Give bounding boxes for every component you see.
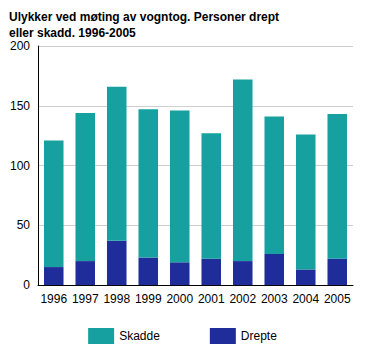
svg-text:1997: 1997 — [72, 292, 99, 306]
svg-text:1999: 1999 — [135, 292, 162, 306]
svg-text:2000: 2000 — [166, 292, 193, 306]
svg-text:100: 100 — [10, 159, 30, 173]
svg-text:200: 200 — [10, 39, 30, 53]
svg-text:50: 50 — [17, 218, 31, 232]
svg-text:150: 150 — [10, 99, 30, 113]
svg-text:1998: 1998 — [103, 292, 130, 306]
svg-text:1996: 1996 — [40, 292, 67, 306]
svg-text:2004: 2004 — [292, 292, 319, 306]
svg-text:2002: 2002 — [229, 292, 256, 306]
svg-text:2001: 2001 — [198, 292, 225, 306]
svg-text:eller skadd. 1996-2005: eller skadd. 1996-2005 — [9, 26, 136, 40]
svg-text:Drepte: Drepte — [241, 329, 277, 343]
svg-text:Skadde: Skadde — [119, 329, 160, 343]
svg-text:0: 0 — [23, 278, 30, 292]
svg-text:Ulykker ved møting av vogntog.: Ulykker ved møting av vogntog. Personer … — [9, 10, 282, 24]
svg-text:2005: 2005 — [324, 292, 351, 306]
svg-text:2003: 2003 — [261, 292, 288, 306]
